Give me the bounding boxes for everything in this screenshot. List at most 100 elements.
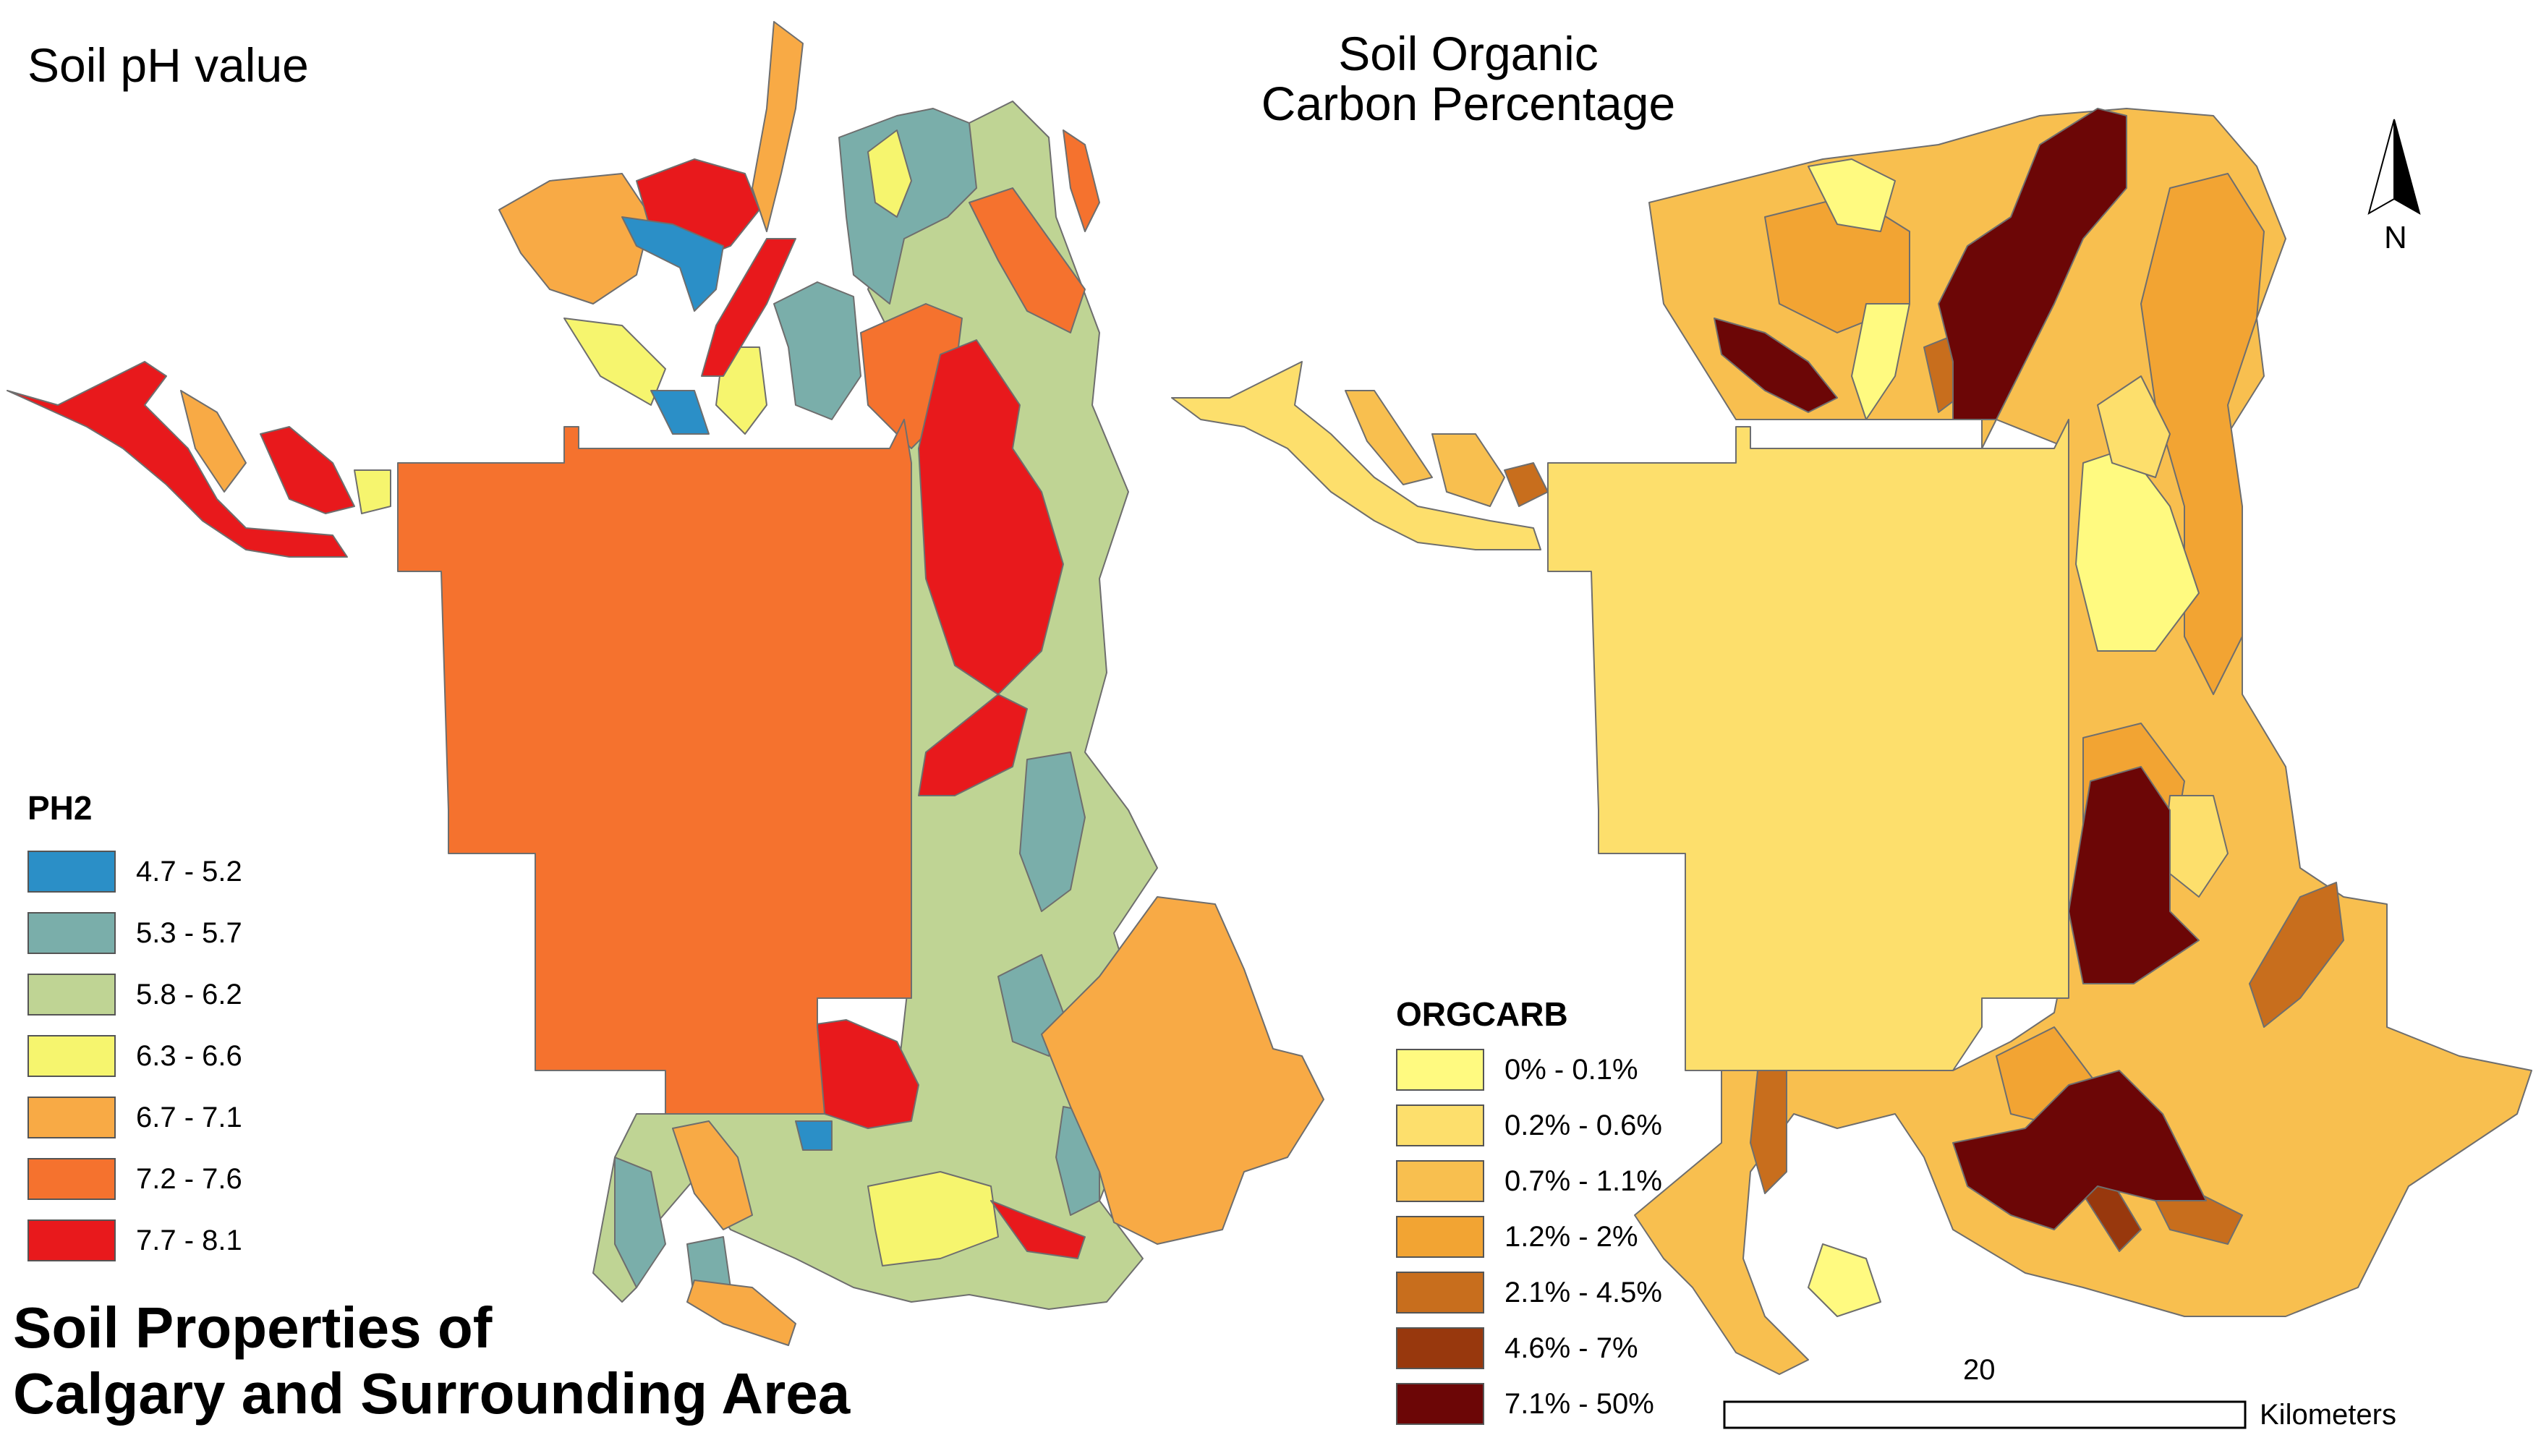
ph-legend-swatch <box>27 1158 116 1200</box>
main-title: Soil Properties of Calgary and Surroundi… <box>13 1295 850 1426</box>
main-title-line1: Soil Properties of <box>13 1295 493 1360</box>
orgcarb-legend-label: 0% - 0.1% <box>1504 1053 1638 1086</box>
orgcarb-zone <box>1851 303 1910 420</box>
orgcarb-zone <box>1808 1243 1881 1317</box>
ph-city-polygon <box>397 419 912 1115</box>
ph-legend-title: PH2 <box>27 789 93 827</box>
ph-legend-swatch <box>27 974 116 1016</box>
ph-legend-label: 7.2 - 7.6 <box>136 1162 242 1195</box>
ph-zone <box>969 187 1086 333</box>
orgcarb-legend-item: 0.2% - 0.6% <box>1396 1104 1662 1146</box>
ph-zone <box>7 361 348 558</box>
ph-zone <box>1041 896 1324 1245</box>
orgcarb-zone <box>1504 462 1549 507</box>
ph-zone <box>650 390 710 435</box>
orgcarb-zone <box>1345 390 1433 485</box>
ph-legend-label: 4.7 - 5.2 <box>136 855 242 887</box>
orgcarb-legend-item: 0.7% - 1.1% <box>1396 1160 1662 1202</box>
ph-zone <box>773 281 861 420</box>
north-arrow-icon <box>2367 119 2421 216</box>
orgcarb-zone <box>1938 108 2127 420</box>
orgcarb-legend-title: ORGCARB <box>1396 995 1568 1033</box>
north-arrow-label: N <box>2384 220 2407 255</box>
orgcarb-legend-label: 7.1% - 50% <box>1504 1387 1654 1420</box>
orgcarb-map-title: Soil Organic Carbon Percentage <box>1172 27 1765 131</box>
ph-legend-swatch <box>27 1219 116 1261</box>
orgcarb-legend-swatch <box>1396 1327 1484 1369</box>
main-title-line2: Calgary and Surrounding Area <box>13 1361 851 1426</box>
ph-zone <box>686 1280 796 1346</box>
ph-zone <box>715 346 767 435</box>
orgcarb-zone <box>1171 361 1541 550</box>
orgcarb-legend-label: 1.2% - 2% <box>1504 1220 1638 1253</box>
orgcarb-legend-swatch <box>1396 1160 1484 1202</box>
ph-zone <box>614 1157 666 1288</box>
ph-zone <box>918 339 1064 695</box>
orgcarb-legend-label: 0.7% - 1.1% <box>1504 1165 1662 1197</box>
ph-zone <box>867 1171 999 1266</box>
orgcarb-title-line1: Soil Organic <box>1338 27 1599 80</box>
ph-legend-label: 5.8 - 6.2 <box>136 978 242 1010</box>
ph-legend-item: 6.3 - 6.6 <box>27 1035 242 1077</box>
orgcarb-legend-item: 4.6% - 7% <box>1396 1327 1638 1369</box>
ph-legend-item: 7.7 - 8.1 <box>27 1219 242 1261</box>
ph-zone <box>1019 752 1086 912</box>
orgcarb-map <box>1171 108 2532 1375</box>
ph-zone <box>867 129 912 218</box>
orgcarb-legend-label: 0.2% - 0.6% <box>1504 1109 1662 1141</box>
orgcarb-title-line2: Carbon Percentage <box>1261 77 1676 131</box>
ph-zone <box>752 21 804 232</box>
orgcarb-city-polygon <box>1547 419 2069 1071</box>
ph-legend-swatch <box>27 912 116 954</box>
orgcarb-legend-swatch <box>1396 1383 1484 1425</box>
ph-legend-item: 6.7 - 7.1 <box>27 1097 242 1138</box>
ph-map <box>7 21 1324 1346</box>
scale-bar-unit: Kilometers <box>2260 1399 2396 1431</box>
ph-legend-label: 6.3 - 6.6 <box>136 1039 242 1072</box>
ph-zone <box>701 238 796 377</box>
orgcarb-zone <box>2068 766 2200 984</box>
ph-legend-label: 5.3 - 5.7 <box>136 916 242 949</box>
orgcarb-legend-swatch <box>1396 1049 1484 1091</box>
ph-legend-item: 5.8 - 6.2 <box>27 974 242 1016</box>
ph-zone <box>621 216 724 312</box>
orgcarb-zone <box>1714 318 1838 413</box>
orgcarb-zone <box>2249 882 2344 1028</box>
ph-legend-swatch <box>27 1097 116 1138</box>
ph-zone <box>795 1120 833 1151</box>
ph-legend-item: 7.2 - 7.6 <box>27 1158 242 1200</box>
ph-legend-swatch <box>27 851 116 893</box>
orgcarb-legend-item: 7.1% - 50% <box>1396 1383 1654 1425</box>
ph-legend-item: 5.3 - 5.7 <box>27 912 242 954</box>
orgcarb-legend-item: 2.1% - 4.5% <box>1396 1272 1662 1314</box>
ph-zone <box>260 426 355 514</box>
ph-legend-swatch <box>27 1035 116 1077</box>
ph-map-title: Soil pH value <box>27 38 309 92</box>
ph-legend-label: 6.7 - 7.1 <box>136 1101 242 1133</box>
orgcarb-zone <box>1431 433 1505 507</box>
orgcarb-legend-label: 4.6% - 7% <box>1504 1332 1638 1364</box>
ph-zone <box>180 390 247 493</box>
orgcarb-zone <box>1808 158 1896 232</box>
orgcarb-zone <box>1952 1070 2207 1230</box>
ph-zone <box>354 469 391 514</box>
orgcarb-zone <box>2097 375 2171 478</box>
ph-zone <box>498 173 652 305</box>
ph-zone <box>990 1200 1086 1259</box>
ph-zone <box>672 1120 753 1230</box>
ph-legend-item: 4.7 - 5.2 <box>27 851 242 893</box>
ph-zone <box>1063 129 1100 232</box>
scale-bar-value: 20 <box>1963 1354 1996 1386</box>
orgcarb-legend-swatch <box>1396 1104 1484 1146</box>
orgcarb-legend-item: 1.2% - 2% <box>1396 1216 1638 1258</box>
orgcarb-zone <box>1750 1070 1787 1194</box>
ph-legend-label: 7.7 - 8.1 <box>136 1224 242 1256</box>
ph-zone <box>918 694 1028 796</box>
orgcarb-legend-swatch <box>1396 1216 1484 1258</box>
orgcarb-legend-swatch <box>1396 1272 1484 1314</box>
scale-bar <box>1723 1400 2247 1429</box>
orgcarb-legend-item: 0% - 0.1% <box>1396 1049 1638 1091</box>
orgcarb-legend-label: 2.1% - 4.5% <box>1504 1276 1662 1308</box>
ph-zone <box>563 318 666 406</box>
